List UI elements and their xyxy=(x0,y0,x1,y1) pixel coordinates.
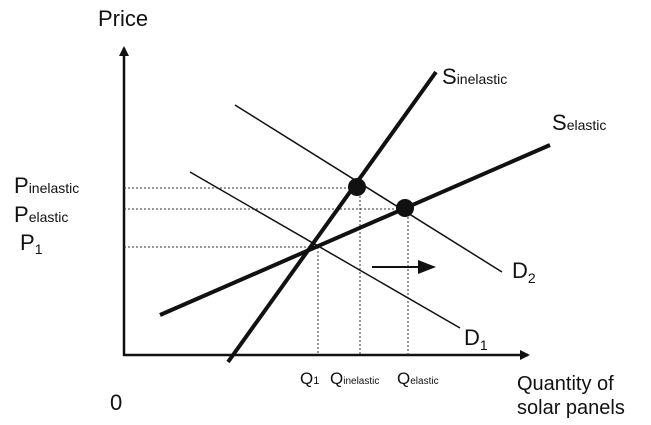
label-main: D xyxy=(464,325,480,350)
label-main: P xyxy=(14,202,29,227)
label-main: Q xyxy=(397,369,410,388)
supply-curve-inelastic xyxy=(226,70,438,364)
label-sub: 1 xyxy=(35,241,43,257)
equilibrium-point xyxy=(396,199,414,217)
label-main: Q xyxy=(300,369,313,388)
curve-label: D1 xyxy=(464,325,488,353)
supply-curve-elastic xyxy=(159,143,551,317)
demand-curve-d2 xyxy=(234,104,503,273)
label-sub: inelastic xyxy=(457,71,508,87)
price-label: Pinelastic xyxy=(14,173,79,198)
label-sub: 1 xyxy=(313,375,319,387)
curve-label: Sinelastic xyxy=(442,64,507,89)
quantity-label: Qelastic xyxy=(397,369,439,388)
demand-curve-d1 xyxy=(189,171,461,329)
label-sub: inelastic xyxy=(29,180,80,196)
label-main: Q xyxy=(330,369,343,388)
label-sub: elastic xyxy=(410,376,438,387)
x-axis-label: solar panels xyxy=(517,397,625,419)
price-label: P1 xyxy=(20,230,43,257)
origin-label: 0 xyxy=(110,390,122,415)
guide-lines xyxy=(124,187,409,355)
label-sub: 2 xyxy=(528,270,536,286)
curve-label: D2 xyxy=(512,258,536,286)
label-main: P xyxy=(20,230,35,255)
label-main: S xyxy=(552,110,567,135)
y-axis-label: Price xyxy=(98,6,148,31)
label-sub: inelastic xyxy=(343,376,379,387)
equilibrium-point xyxy=(348,178,366,196)
label-main: P xyxy=(14,173,29,198)
curve-label: Selastic xyxy=(552,110,606,135)
quantity-label: Q1 xyxy=(300,369,319,388)
x-axis-label: Quantity of xyxy=(517,373,614,395)
label-main: D xyxy=(512,258,528,283)
label-main: S xyxy=(442,64,457,89)
label-sub: 1 xyxy=(480,337,488,353)
price-label: Pelastic xyxy=(14,202,68,227)
label-sub: elastic xyxy=(29,209,69,225)
label-sub: elastic xyxy=(567,117,607,133)
quantity-label: Qinelastic xyxy=(330,369,379,388)
